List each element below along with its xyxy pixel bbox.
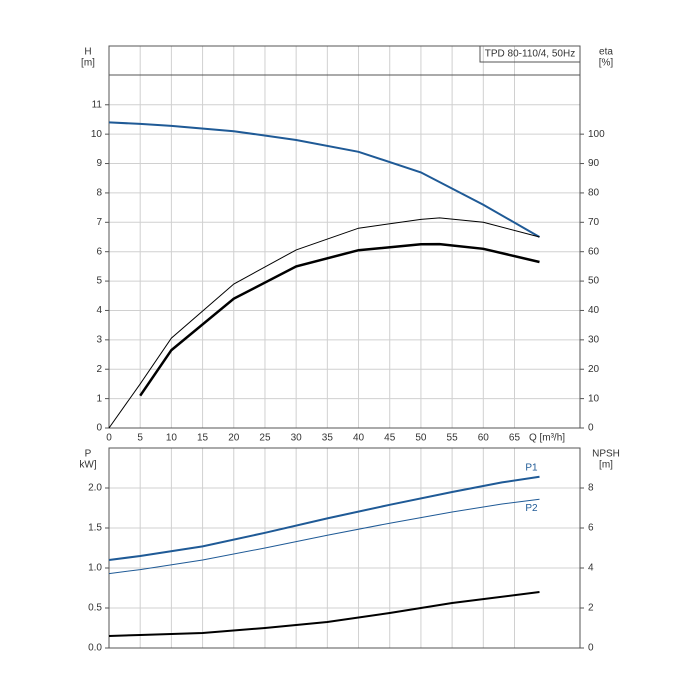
plot-frame bbox=[108, 447, 581, 649]
y-tick-label: 2.0 bbox=[88, 483, 102, 494]
x-tick-label: 40 bbox=[353, 433, 365, 444]
y-axis-unit: [m] bbox=[81, 58, 95, 69]
y-tick-label: 0.5 bbox=[88, 603, 102, 614]
y-tick-label: 11 bbox=[92, 99, 103, 110]
x-tick-label: 60 bbox=[478, 433, 490, 444]
y-tick-label: 2 bbox=[96, 364, 102, 375]
y2-tick-label: 6 bbox=[588, 523, 594, 534]
y-tick-label: 5 bbox=[96, 276, 102, 287]
curve bbox=[108, 217, 540, 429]
x-tick-label: 45 bbox=[384, 433, 396, 444]
x-tick-label: 20 bbox=[228, 433, 240, 444]
y-tick-label: 3 bbox=[96, 334, 102, 345]
y-axis-unit: kW] bbox=[79, 460, 96, 471]
y-tick-label: 1.0 bbox=[88, 563, 102, 574]
curve bbox=[108, 591, 540, 637]
y-tick-label: 1 bbox=[96, 393, 102, 404]
x-axis-label: Q [m³/h] bbox=[529, 433, 565, 444]
y2-tick-label: 50 bbox=[588, 276, 600, 287]
plot-frame bbox=[108, 45, 581, 429]
x-tick-label: 55 bbox=[447, 433, 459, 444]
y2-tick-label: 0 bbox=[588, 423, 594, 434]
y-tick-label: 4 bbox=[96, 305, 102, 316]
x-tick-label: 65 bbox=[509, 433, 521, 444]
y2-tick-label: 8 bbox=[588, 483, 594, 494]
y-tick-label: 6 bbox=[96, 246, 102, 257]
y2-tick-label: 40 bbox=[588, 305, 600, 316]
y2-axis-label: NPSH bbox=[592, 449, 620, 460]
y-tick-label: 10 bbox=[91, 129, 103, 140]
series-label: P2 bbox=[525, 503, 538, 514]
y2-axis-unit: [m] bbox=[599, 460, 613, 471]
x-tick-label: 30 bbox=[291, 433, 303, 444]
y2-tick-label: 70 bbox=[588, 217, 600, 228]
x-tick-label: 0 bbox=[106, 433, 112, 444]
x-tick-label: 5 bbox=[137, 433, 143, 444]
curve bbox=[108, 121, 540, 238]
y-tick-label: 1.5 bbox=[88, 523, 102, 534]
y2-axis-unit: [%] bbox=[599, 58, 614, 69]
x-tick-label: 15 bbox=[197, 433, 209, 444]
chart-title: TPD 80-110/4, 50Hz bbox=[485, 49, 575, 60]
x-tick-label: 10 bbox=[166, 433, 178, 444]
y-axis-label: H bbox=[84, 47, 91, 58]
y-tick-label: 0 bbox=[96, 423, 102, 434]
x-tick-label: 35 bbox=[322, 433, 334, 444]
y-tick-label: 7 bbox=[96, 217, 102, 228]
series-label: P1 bbox=[525, 462, 538, 473]
y-tick-label: 0.0 bbox=[88, 643, 102, 654]
y2-tick-label: 100 bbox=[588, 129, 605, 140]
y-axis-label: P bbox=[85, 449, 92, 460]
x-tick-label: 50 bbox=[415, 433, 427, 444]
x-tick-label: 25 bbox=[259, 433, 271, 444]
y2-tick-label: 90 bbox=[588, 158, 600, 169]
y2-tick-label: 2 bbox=[588, 603, 594, 614]
y2-tick-label: 0 bbox=[588, 643, 594, 654]
y2-tick-label: 10 bbox=[588, 393, 600, 404]
y2-axis-label: eta bbox=[599, 47, 613, 58]
y-tick-label: 8 bbox=[96, 188, 102, 199]
y2-tick-label: 30 bbox=[588, 334, 600, 345]
y2-tick-label: 20 bbox=[588, 364, 600, 375]
curve bbox=[108, 475, 540, 561]
y2-tick-label: 4 bbox=[588, 563, 594, 574]
y-tick-label: 9 bbox=[96, 158, 102, 169]
title-box bbox=[479, 45, 581, 63]
y2-tick-label: 80 bbox=[588, 188, 600, 199]
curve bbox=[108, 498, 540, 575]
curve bbox=[139, 242, 540, 397]
y2-tick-label: 60 bbox=[588, 246, 600, 257]
